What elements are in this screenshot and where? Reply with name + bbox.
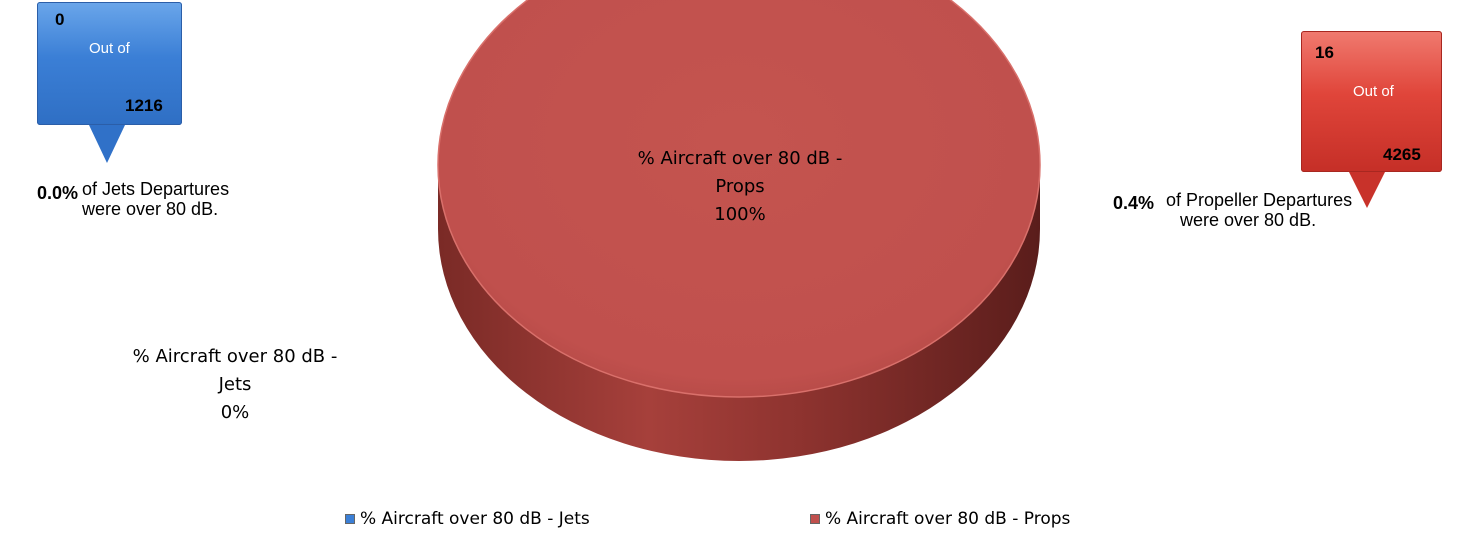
jets-count: 0 — [55, 10, 65, 29]
props-count: 16 — [1315, 43, 1334, 62]
data-label-props-line2: Props — [715, 176, 765, 197]
jets-callout: 0 Out of 1216 — [37, 2, 182, 163]
jets-out-of-label: Out of — [89, 40, 130, 57]
props-description: of Propeller Departures were over 80 dB. — [1166, 190, 1426, 230]
props-callout-pointer — [1349, 172, 1385, 208]
data-label-jets-value: 0% — [220, 402, 250, 423]
pie-slice-props — [438, 0, 1040, 397]
legend-label-props: % Aircraft over 80 dB - Props — [825, 509, 1071, 529]
props-description-line2: were over 80 dB. — [1180, 210, 1317, 230]
jets-callout-pointer — [89, 125, 125, 163]
jets-description: of Jets Departures were over 80 dB. — [82, 179, 312, 219]
data-label-props-line1: % Aircraft over 80 dB - — [637, 148, 843, 169]
props-out-of-label: Out of — [1353, 83, 1394, 100]
props-description-line1: of Propeller Departures — [1166, 190, 1353, 210]
legend-label-jets: % Aircraft over 80 dB - Jets — [360, 509, 590, 529]
legend-item-props: % Aircraft over 80 dB - Props — [810, 509, 1070, 529]
props-total: 4265 — [1383, 145, 1421, 164]
data-label-jets-line1: % Aircraft over 80 dB - — [132, 346, 338, 367]
props-percent: 0.4% — [1113, 193, 1155, 213]
jets-description-line1: of Jets Departures — [82, 179, 230, 199]
legend-swatch-props — [810, 514, 820, 524]
props-callout: 16 Out of 4265 — [1301, 31, 1442, 208]
pie-rim — [437, 0, 1041, 398]
jets-description-line2: were over 80 dB. — [82, 199, 219, 219]
data-label-jets: % Aircraft over 80 dB - Jets 0% — [55, 343, 415, 427]
data-label-props: % Aircraft over 80 dB - Props 100% — [560, 145, 920, 229]
jets-total: 1216 — [125, 96, 163, 115]
jets-percent: 0.0% — [37, 183, 79, 203]
data-label-jets-line2: Jets — [218, 374, 252, 395]
data-label-props-value: 100% — [714, 204, 766, 225]
pie-side — [438, 165, 1040, 461]
legend-item-jets: % Aircraft over 80 dB - Jets — [345, 509, 590, 529]
legend-swatch-jets — [345, 514, 355, 524]
